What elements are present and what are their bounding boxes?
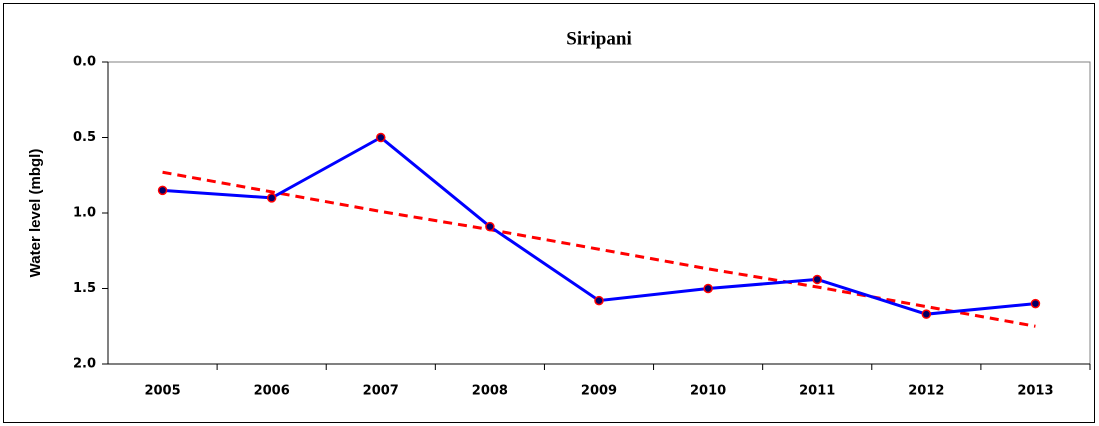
x-tick-label: 2013: [1017, 384, 1053, 399]
y-tick-label: 1.0: [73, 206, 96, 221]
y-tick-label: 0.0: [73, 55, 96, 70]
marker: [376, 132, 386, 143]
marker: [921, 309, 932, 319]
marker: [812, 274, 822, 285]
x-tick-label: 2010: [690, 384, 726, 399]
x-tick-label: 2012: [908, 384, 944, 399]
marker: [1030, 298, 1041, 309]
x-tick-label: 2009: [581, 384, 617, 399]
trend-line: [162, 170, 1036, 328]
x-tick-label: 2005: [144, 384, 180, 399]
y-tick-label: 2.0: [73, 357, 96, 372]
marker: [485, 221, 495, 232]
marker: [703, 283, 713, 294]
y-axis-label: Water level (mbgl): [27, 149, 44, 278]
y-tick-label: 1.5: [73, 281, 96, 296]
x-tick-label: 2007: [363, 384, 399, 399]
marker: [594, 295, 604, 306]
marker: [157, 185, 168, 196]
chart-border: [3, 3, 1095, 423]
x-tick-label: 2006: [254, 384, 290, 399]
x-tick-label: 2008: [472, 384, 508, 399]
marker: [266, 193, 277, 203]
chart-title: Siripani: [566, 28, 631, 49]
x-tick-label: 2011: [799, 384, 835, 399]
y-tick-label: 0.5: [73, 130, 96, 145]
